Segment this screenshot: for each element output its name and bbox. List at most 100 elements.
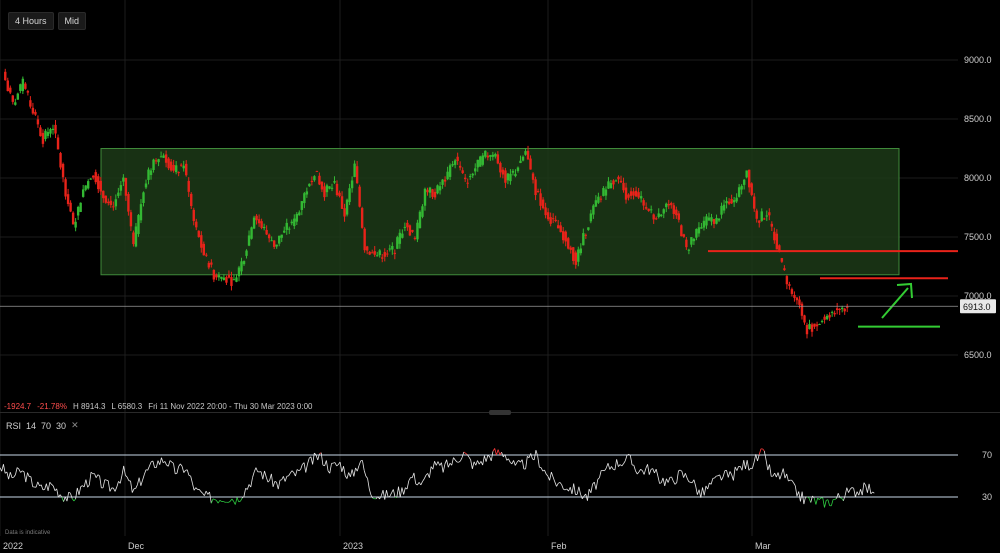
candle-body [675, 209, 678, 216]
candle-body [556, 225, 560, 229]
candle-body [820, 320, 824, 322]
candle-body [288, 228, 291, 230]
candle-body [262, 226, 266, 229]
candle-body [64, 179, 67, 197]
rsi-name: RSI [6, 420, 22, 431]
rsi-segment [569, 487, 573, 495]
rsi-segment [458, 460, 461, 463]
rsi-segment [710, 478, 714, 485]
candle-body [637, 192, 640, 198]
candle-body [690, 237, 693, 245]
candle-body [526, 150, 530, 160]
rsi-segment [782, 468, 786, 479]
candle-body [388, 248, 391, 250]
rsi-segment [585, 493, 588, 501]
close-icon[interactable]: ✕ [71, 420, 79, 430]
rsi-segment [325, 460, 329, 472]
candle-body [315, 170, 319, 172]
rsi-segment [408, 477, 411, 481]
candle-body [567, 238, 570, 249]
candle-body [227, 275, 231, 278]
rsi-segment [664, 478, 667, 486]
rsi-segment [836, 493, 839, 499]
rsi-segment [800, 491, 803, 502]
rsi-segment [688, 481, 691, 483]
x-tick-label: Dec [128, 541, 145, 551]
candle-body [825, 315, 829, 320]
candle-body [737, 187, 741, 197]
rsi-segment [56, 488, 59, 498]
rsi-segment [276, 482, 279, 490]
rsi-segment [6, 471, 9, 480]
candle-body [758, 220, 761, 223]
candle-body [61, 163, 65, 178]
candle-body [99, 180, 102, 192]
rsi-segment [377, 496, 380, 500]
candle-body [843, 308, 846, 312]
rsi-segment [1, 464, 4, 472]
candle-body [680, 225, 683, 237]
candle-body [139, 204, 143, 221]
rsi-segment [238, 500, 241, 503]
candle-body [531, 173, 535, 180]
candle-body [247, 235, 251, 246]
rsi-segment [468, 456, 471, 460]
candle-body [657, 213, 660, 217]
interval-button[interactable]: 4 Hours [8, 12, 54, 30]
candle-body [491, 154, 495, 157]
candle-body [44, 130, 47, 140]
pane-resize-handle[interactable] [489, 410, 511, 415]
rsi-segment [78, 486, 82, 495]
candle-body [509, 173, 512, 182]
rsi-segment [70, 493, 73, 499]
rsi-segment [767, 464, 770, 471]
rsi-segment [87, 484, 90, 488]
rsi-segment [540, 467, 544, 472]
candle-body [338, 192, 341, 197]
rsi-segment [209, 491, 212, 504]
rsi-segment [44, 483, 47, 490]
candle-body [685, 239, 688, 248]
rsi-segment [451, 457, 454, 466]
candle-body [119, 185, 123, 191]
toolbar: 4 Hours Mid [8, 12, 87, 30]
candle-body [612, 180, 615, 185]
rsi-segment [478, 461, 482, 465]
candle-body [24, 83, 27, 89]
rsi-segment [621, 463, 624, 467]
rsi-segment [696, 489, 700, 495]
rsi-segment [305, 464, 308, 473]
rsi-segment [626, 453, 629, 456]
candle-body [707, 217, 711, 221]
rsi-segment [234, 497, 238, 505]
candle-body [109, 200, 113, 205]
candle-body [76, 206, 80, 216]
candle-body [828, 314, 831, 318]
rsi-segment [253, 467, 257, 473]
rsi-segment [15, 467, 18, 475]
price-type-button[interactable]: Mid [57, 12, 87, 30]
rsi-segment [652, 468, 655, 474]
rsi-segment [729, 471, 733, 476]
rsi-segment [356, 465, 360, 472]
candle-body [94, 172, 97, 183]
x-tick-label: 2022 [3, 541, 24, 551]
rsi-segment [102, 479, 106, 488]
rsi-segment [149, 461, 152, 467]
candle-body [594, 200, 598, 207]
rsi-segment [113, 487, 116, 492]
candle-body [220, 276, 223, 279]
candle-body [293, 218, 296, 227]
candle-body [325, 185, 329, 193]
indicative-note: Data is indicative [5, 530, 51, 536]
candle-body [137, 215, 140, 235]
rsi-segment [513, 460, 516, 466]
candle-body [31, 107, 35, 114]
candle-body [506, 173, 510, 181]
rsi-segment [691, 479, 695, 483]
candle-body [79, 202, 82, 212]
rsi-segment [465, 452, 468, 455]
candle-body [692, 238, 696, 242]
candle-body [489, 155, 492, 157]
